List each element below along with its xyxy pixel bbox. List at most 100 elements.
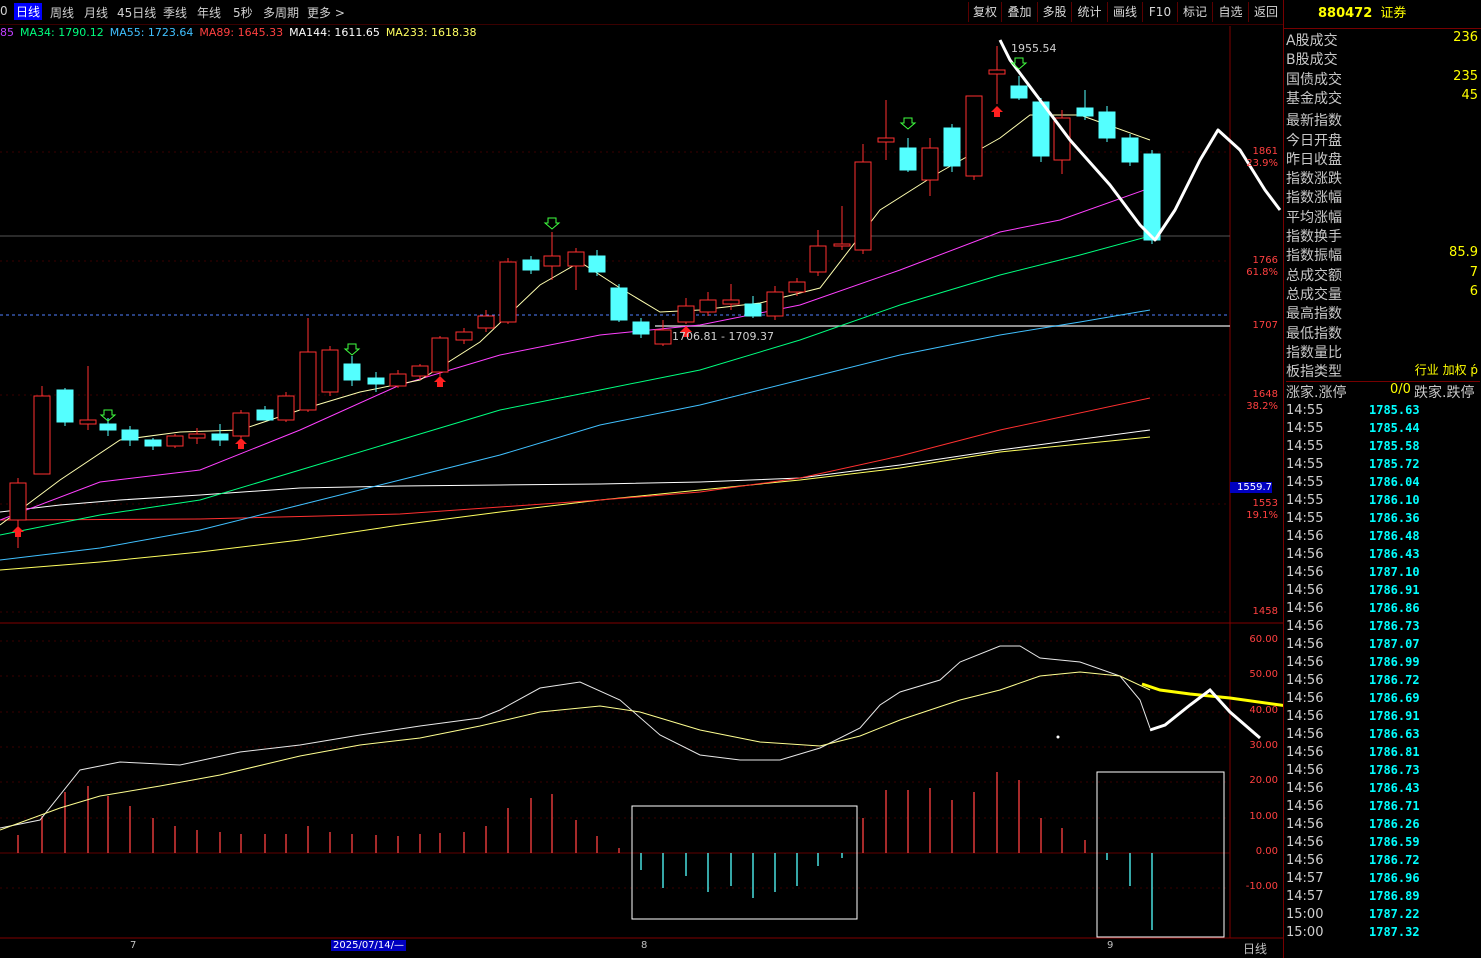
candle-body <box>1098 111 1116 139</box>
tick-time: 14:56 <box>1286 619 1324 634</box>
tick-row: 15:00 1787.32 <box>1286 925 1480 943</box>
tick-price: 1786.04 <box>1369 475 1420 489</box>
stat-label: 今日开盘 <box>1286 132 1342 149</box>
tick-price: 1785.44 <box>1369 421 1420 435</box>
tick-row: 14:56 1787.10 <box>1286 565 1480 583</box>
tick-price: 1785.63 <box>1369 403 1420 417</box>
period-label[interactable]: 日线 <box>1243 942 1268 956</box>
tick-time: 14:55 <box>1286 457 1324 472</box>
ma-legend-item: MA34: 1790.12 <box>20 26 104 39</box>
ma34-line <box>0 235 1151 536</box>
candle-body <box>988 69 1006 75</box>
candle-body <box>56 389 74 423</box>
candle-body <box>431 337 449 373</box>
ma55-line <box>0 309 1151 561</box>
month-9-label: 9 <box>1107 940 1114 951</box>
candle-body <box>166 435 184 447</box>
tick-time: 14:55 <box>1286 439 1324 454</box>
candle-body <box>610 287 628 321</box>
stat-row: 今日开盘 <box>1286 130 1480 149</box>
tick-time: 14:56 <box>1286 799 1324 814</box>
tool-button-3[interactable]: 统计 <box>1071 2 1107 22</box>
candle-body <box>522 259 540 271</box>
kdj-k-line <box>0 645 1151 829</box>
tick-time: 14:55 <box>1286 421 1324 436</box>
tool-button-2[interactable]: 多股 <box>1037 2 1071 22</box>
tick-time: 14:56 <box>1286 817 1324 832</box>
tick-price: 1786.63 <box>1369 727 1420 741</box>
tick-price: 1786.26 <box>1369 817 1420 831</box>
tick-row: 15:00 1787.22 <box>1286 907 1480 925</box>
candle-body <box>877 137 895 143</box>
tick-price: 1786.36 <box>1369 511 1420 525</box>
tick-row: 14:55 1786.04 <box>1286 475 1480 493</box>
candle-body <box>943 127 961 167</box>
tick-price: 1786.91 <box>1369 709 1420 723</box>
period-tab-6[interactable]: 年线 <box>197 6 222 20</box>
down-arrow-icon <box>1010 57 1028 70</box>
tick-time: 14:56 <box>1286 691 1324 706</box>
stat-row: 平均涨幅 <box>1286 207 1480 226</box>
period-tab-1[interactable]: 日线 <box>14 3 43 20</box>
tool-button-1[interactable]: 叠加 <box>1001 2 1037 22</box>
tick-row: 14:56 1786.26 <box>1286 817 1480 835</box>
stat-label: 指数涨幅 <box>1286 190 1342 207</box>
period-tab-3[interactable]: 月线 <box>84 6 109 20</box>
stat-label: 指数涨跌 <box>1286 171 1342 188</box>
tick-price: 1786.43 <box>1369 781 1420 795</box>
candle-body <box>188 433 206 439</box>
date-cursor-label: 2025/07/14/— <box>331 940 407 951</box>
period-tab-4[interactable]: 45日线 <box>117 6 157 20</box>
stat-row: B股成交 <box>1286 49 1480 68</box>
stat-value: 6 <box>1469 283 1478 299</box>
tick-price: 1786.91 <box>1369 583 1420 597</box>
stat-label: 总成交量 <box>1286 286 1342 303</box>
range-label: 1706.81 - 1709.37 <box>672 330 774 343</box>
candle-body <box>1076 107 1094 117</box>
tick-price: 1786.89 <box>1369 889 1420 903</box>
tick-row: 14:57 1786.96 <box>1286 871 1480 889</box>
stat-value: 235 <box>1453 68 1478 84</box>
stock-code: 880472 <box>1318 6 1373 21</box>
period-tab-2[interactable]: 周线 <box>50 6 75 20</box>
tick-time: 14:56 <box>1286 655 1324 670</box>
candle-body <box>499 261 517 323</box>
candle-body <box>921 147 939 181</box>
stock-name: 证券 <box>1380 6 1407 21</box>
tick-row: 14:56 1786.73 <box>1286 763 1480 781</box>
tick-row: 14:55 1785.58 <box>1286 439 1480 457</box>
candle-body <box>343 363 361 381</box>
stat-row: 国债成交 235 <box>1286 69 1480 88</box>
tick-row: 14:56 1786.81 <box>1286 745 1480 763</box>
period-tab-0[interactable]: 0 <box>0 4 8 18</box>
period-tab-8[interactable]: 多周期 <box>263 6 300 20</box>
tick-row: 14:56 1786.86 <box>1286 601 1480 619</box>
price-axis-label: 1648 <box>1252 389 1278 400</box>
tick-row: 14:55 1786.10 <box>1286 493 1480 511</box>
selection-box <box>631 805 858 920</box>
down-arrow-icon <box>99 409 117 422</box>
tool-button-5[interactable]: F10 <box>1142 2 1177 22</box>
tick-price: 1787.22 <box>1369 907 1420 921</box>
price-axis-label: 1458 <box>1252 606 1278 617</box>
candle-body <box>121 429 139 441</box>
tool-button-4[interactable]: 画线 <box>1107 2 1142 22</box>
down-arrow-icon <box>343 343 361 356</box>
tool-button-8[interactable]: 返回 <box>1248 2 1283 22</box>
tick-time: 14:56 <box>1286 601 1324 616</box>
candle-body <box>79 419 97 425</box>
tick-price: 1787.32 <box>1369 925 1420 939</box>
period-tab-9[interactable]: 更多 > <box>307 6 345 20</box>
up-arrow-icon <box>12 526 24 537</box>
tool-button-6[interactable]: 标记 <box>1177 2 1212 22</box>
stat-label: 指数换手 <box>1286 229 1342 245</box>
stat-label: 昨日收盘 <box>1286 151 1342 168</box>
period-tab-5[interactable]: 季线 <box>163 6 188 20</box>
tool-button-0[interactable]: 复权 <box>968 2 1001 22</box>
tick-time: 14:56 <box>1286 583 1324 598</box>
tick-time: 14:57 <box>1286 871 1324 886</box>
stat-label: 最高指数 <box>1286 306 1342 323</box>
tool-button-7[interactable]: 自选 <box>1212 2 1248 22</box>
tick-price: 1785.72 <box>1369 457 1420 471</box>
period-tab-7[interactable]: 5秒 <box>233 6 253 20</box>
